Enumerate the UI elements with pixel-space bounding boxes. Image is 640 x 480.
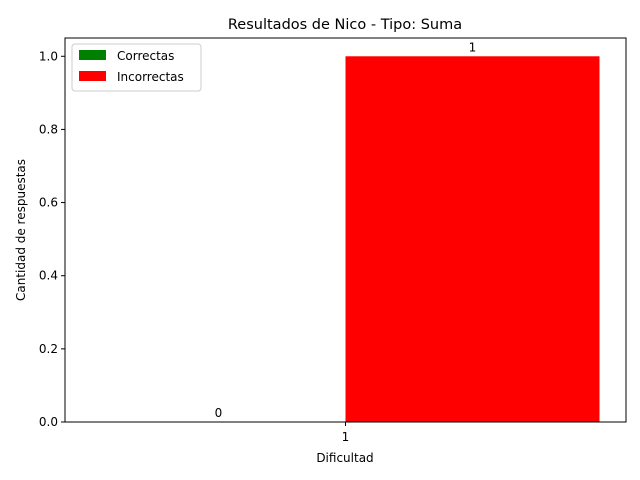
bar-value-label: 0 — [215, 406, 223, 420]
bar-incorrectas — [345, 56, 600, 423]
chart-title: Resultados de Nico - Tipo: Suma — [228, 17, 462, 33]
bar-labels-group: 01 — [215, 40, 477, 420]
legend: Correctas Incorrectas — [71, 43, 202, 92]
bar-value-label: 1 — [469, 40, 477, 54]
y-tick-label: 0.0 — [39, 415, 58, 429]
y-tick-label: 1.0 — [39, 49, 58, 63]
x-axis-label: Dificultad — [316, 451, 373, 465]
legend-swatch-correctas — [79, 50, 106, 60]
bars-group — [345, 56, 600, 423]
y-axis-label: Cantidad de respuestas — [14, 159, 28, 301]
y-tick-label: 0.8 — [39, 122, 58, 136]
legend-label: Correctas — [117, 49, 174, 63]
x-axis-ticks: 1 — [342, 422, 350, 444]
y-tick-label: 0.2 — [39, 342, 58, 356]
legend-swatch-incorrectas — [79, 71, 106, 81]
y-axis-ticks: 0.0 0.2 0.4 0.6 0.8 1.0 — [39, 49, 65, 429]
y-tick-label: 0.4 — [39, 269, 58, 283]
legend-label: Incorrectas — [117, 70, 184, 84]
y-tick-label: 0.6 — [39, 196, 58, 210]
x-tick-label: 1 — [342, 430, 350, 444]
